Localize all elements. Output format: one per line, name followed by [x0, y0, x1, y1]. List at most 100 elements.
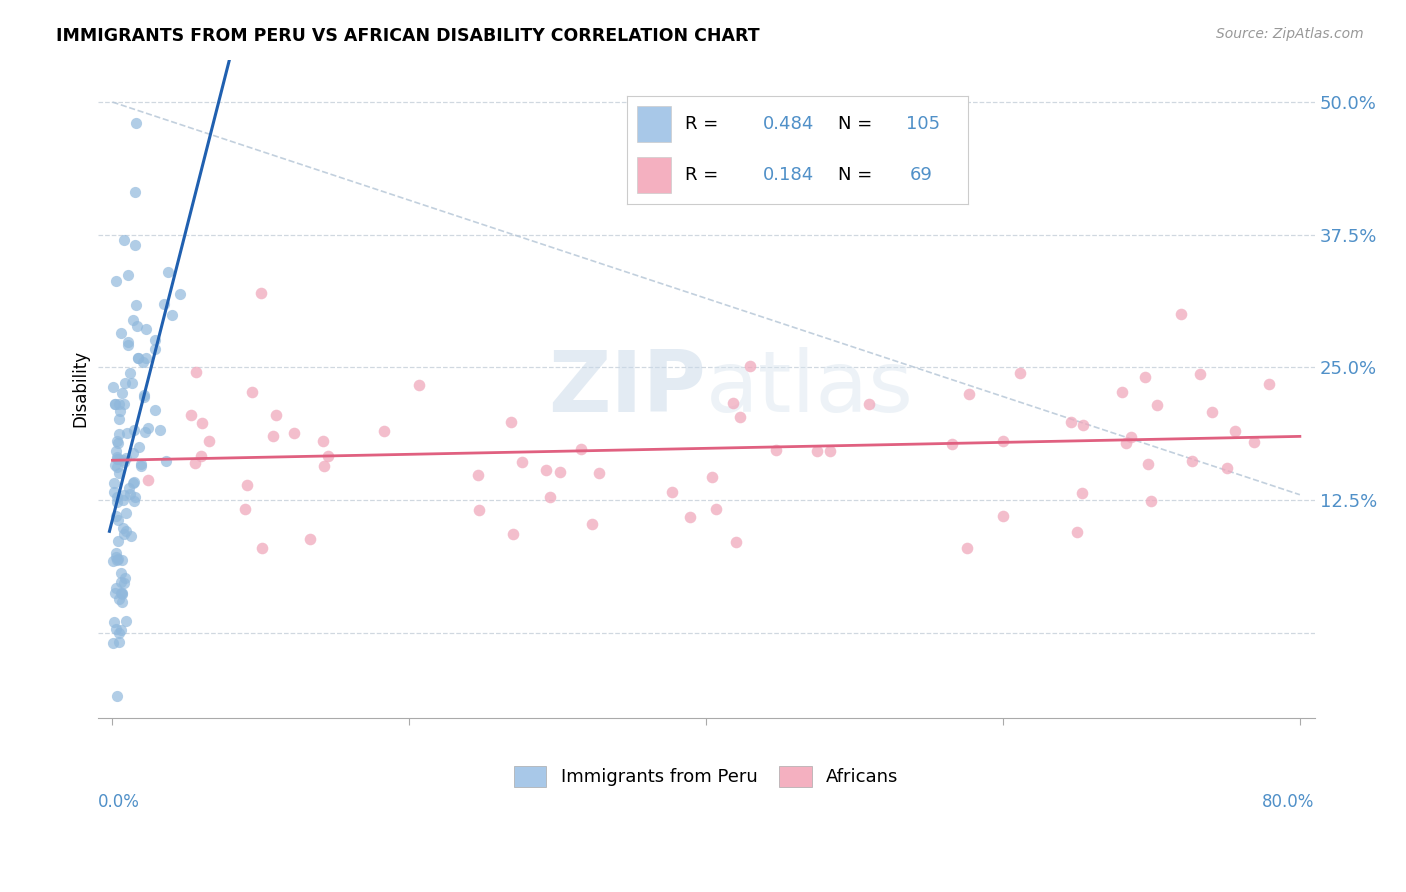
Point [104, 549, 127, 564]
Point [107, 452, 129, 467]
Point [1115, 436, 1137, 450]
Point [1181, 454, 1204, 468]
Text: 0.0%: 0.0% [97, 793, 139, 811]
Point [122, 446, 145, 460]
Point [114, 571, 136, 585]
Point [502, 527, 524, 541]
Point [104, 586, 127, 600]
Point [107, 397, 129, 411]
Point [111, 385, 134, 400]
Point [124, 493, 146, 508]
Point [129, 458, 152, 473]
Point [107, 626, 129, 640]
Point [104, 397, 127, 411]
Point [198, 434, 221, 448]
Point [114, 376, 136, 390]
Point [1066, 524, 1088, 539]
Point [114, 488, 136, 502]
Point [103, 476, 125, 491]
Point [121, 376, 143, 391]
Point [105, 490, 128, 504]
Point [728, 410, 751, 425]
Point [724, 535, 747, 549]
Point [107, 513, 129, 527]
Point [105, 450, 128, 464]
Point [740, 359, 762, 374]
Point [112, 233, 135, 247]
Point [110, 574, 132, 589]
Point [117, 268, 139, 283]
Point [117, 335, 139, 350]
Point [155, 454, 177, 468]
Point [114, 506, 136, 520]
Point [316, 449, 339, 463]
Point [122, 475, 145, 490]
Point [108, 426, 131, 441]
Point [117, 337, 139, 351]
Point [124, 490, 146, 504]
Point [184, 366, 207, 380]
Point [112, 527, 135, 541]
Point [184, 456, 207, 470]
Point [550, 465, 572, 479]
Point [818, 444, 841, 458]
Point [107, 551, 129, 566]
Point [941, 436, 963, 450]
Point [125, 298, 148, 312]
Point [1137, 457, 1160, 471]
Point [153, 297, 176, 311]
Point [103, 615, 125, 629]
Point [1111, 385, 1133, 400]
Point [111, 595, 134, 609]
Point [1243, 434, 1265, 449]
Point [103, 380, 125, 394]
Point [264, 408, 287, 422]
Point [1201, 405, 1223, 419]
Point [112, 397, 135, 411]
Point [121, 529, 143, 543]
Point [122, 423, 145, 437]
Point [311, 434, 333, 449]
Point [105, 434, 128, 448]
Point [104, 274, 127, 288]
Point [991, 434, 1014, 448]
Point [118, 482, 141, 496]
Point [312, 458, 335, 473]
Point [588, 466, 610, 480]
Point [101, 636, 124, 650]
Point [1059, 415, 1081, 429]
Text: Source: ZipAtlas.com: Source: ZipAtlas.com [1216, 27, 1364, 41]
Point [105, 495, 128, 509]
Point [233, 502, 256, 516]
Point [143, 334, 166, 348]
Point [120, 366, 142, 380]
Point [112, 493, 135, 508]
Point [299, 532, 322, 546]
Point [581, 516, 603, 531]
Point [105, 451, 128, 466]
Point [111, 553, 134, 567]
Point [190, 416, 212, 430]
Point [124, 186, 146, 200]
Point [108, 404, 131, 418]
Point [105, 459, 128, 474]
Point [105, 690, 128, 704]
Point [806, 444, 828, 458]
Point [956, 541, 979, 555]
Point [1258, 377, 1281, 392]
Point [169, 287, 191, 301]
Point [127, 318, 149, 333]
Point [121, 313, 143, 327]
Point [105, 553, 128, 567]
Point [679, 510, 702, 524]
Point [468, 503, 491, 517]
Legend: Immigrants from Peru, Africans: Immigrants from Peru, Africans [506, 759, 905, 794]
Point [111, 587, 134, 601]
Point [250, 286, 273, 301]
Point [700, 470, 723, 484]
Point [704, 502, 727, 516]
Point [1073, 417, 1095, 432]
Text: IMMIGRANTS FROM PERU VS AFRICAN DISABILITY CORRELATION CHART: IMMIGRANTS FROM PERU VS AFRICAN DISABILI… [56, 27, 759, 45]
Point [143, 402, 166, 417]
Point [156, 264, 179, 278]
